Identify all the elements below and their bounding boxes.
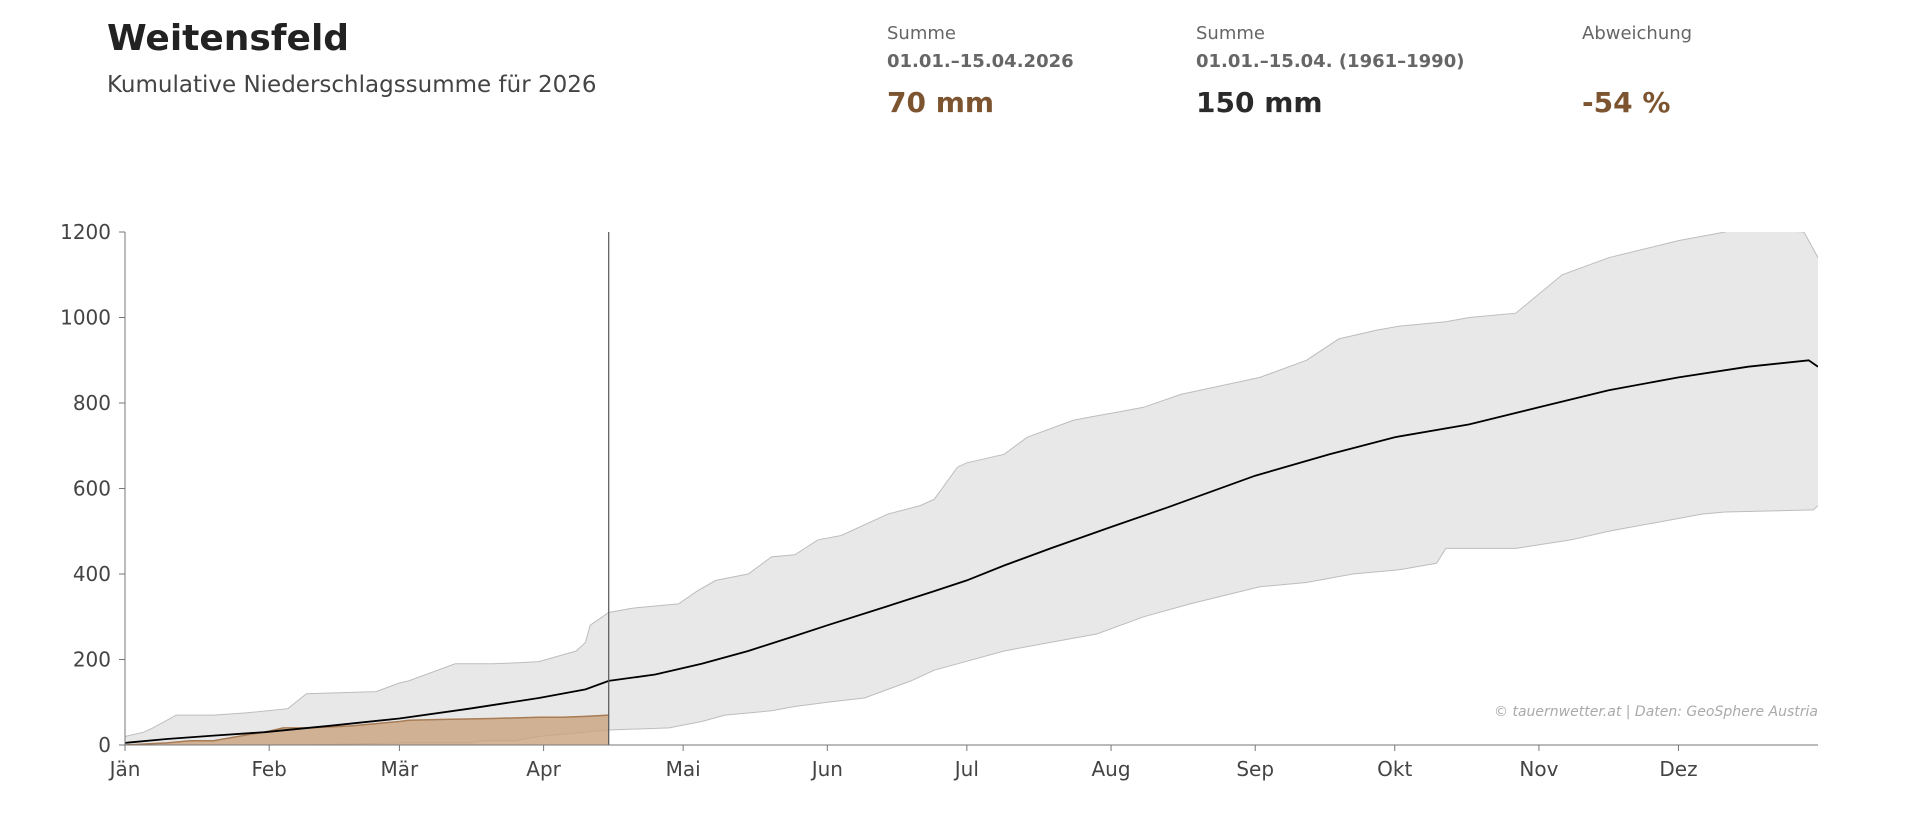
stat-value: 150 mm: [1196, 86, 1323, 119]
stat-sublabel: [1582, 50, 1692, 74]
mean-series-line: [125, 359, 1818, 744]
stat-value: -54 %: [1582, 86, 1671, 119]
y-tick-label: 1200: [60, 220, 111, 244]
station-title: Weitensfeld: [107, 18, 350, 59]
chart-subtitle: Kumulative Niederschlagssumme für 2026: [107, 72, 597, 98]
y-tick-label: 800: [73, 391, 111, 415]
stat-current-sum: Summe 01.01.–15.04.2026 70 mm: [887, 22, 1074, 119]
x-tick-label-jul: Jul: [953, 757, 979, 781]
stat-label: Summe: [1196, 23, 1265, 44]
climate-range-band: [125, 232, 1818, 745]
x-tick-label-feb: Feb: [251, 757, 286, 781]
x-tick-label-jun: Jun: [810, 757, 843, 781]
x-tick-label-sep: Sep: [1236, 757, 1274, 781]
stat-reference-sum: Summe 01.01.–15.04. (1961–1990) 150 mm: [1196, 22, 1464, 119]
x-tick-label-mär: Mär: [381, 757, 420, 781]
x-tick-label-mai: Mai: [666, 757, 701, 781]
current-year-area: [125, 715, 609, 745]
data-credit: © tauernwetter.at | Daten: GeoSphere Aus…: [1494, 704, 1818, 720]
stat-deviation: Abweichung -54 %: [1582, 22, 1692, 119]
x-tick-label-nov: Nov: [1519, 757, 1558, 781]
stat-label: Abweichung: [1582, 23, 1693, 44]
x-axis-ticks: Jän Feb Mär Apr Mai Jun Jul Aug Sep Okt Nov Dez: [108, 745, 1698, 781]
x-tick-label-dez: Dez: [1659, 757, 1697, 781]
current-year-line: [125, 714, 609, 745]
y-tick-label: 400: [73, 562, 111, 586]
y-tick-label: 600: [73, 477, 111, 501]
y-tick-label: 0: [98, 733, 111, 757]
stat-value: 70 mm: [887, 86, 995, 119]
x-tick-label-okt: Okt: [1377, 757, 1412, 781]
y-axis-ticks: 0 200 400 600 800 1000 1200: [60, 220, 125, 757]
stat-sublabel: 01.01.–15.04.2026: [887, 51, 1074, 72]
x-tick-label-apr: Apr: [526, 757, 561, 781]
stat-label: Summe: [887, 23, 956, 44]
y-tick-label: 200: [73, 648, 111, 672]
max-series-line: [125, 232, 1818, 737]
plot-area: [125, 232, 1818, 745]
y-tick-label: 1000: [60, 306, 111, 330]
stat-sublabel: 01.01.–15.04. (1961–1990): [1196, 51, 1465, 72]
x-tick-label-aug: Aug: [1092, 757, 1131, 781]
x-tick-label-jän: Jän: [108, 757, 141, 781]
